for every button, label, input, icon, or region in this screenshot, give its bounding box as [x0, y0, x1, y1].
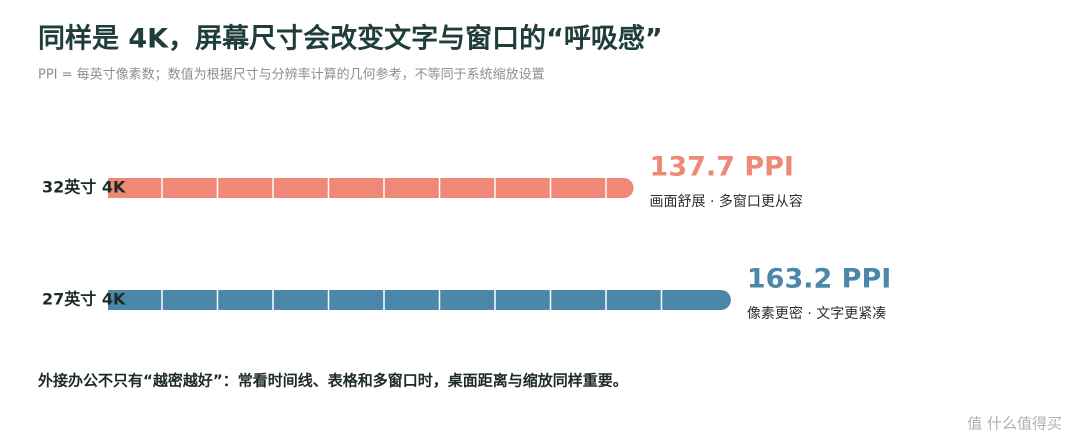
- bar-note: 画面舒展 · 多窗口更从容: [650, 193, 803, 210]
- category-label: 32英寸 4K: [42, 178, 126, 197]
- watermark: 值 什么值得买: [967, 415, 1062, 433]
- chart-subtitle: PPI = 每英寸像素数；数值为根据尺寸与分辨率计算的几何参考，不等同于系统缩放…: [38, 67, 545, 83]
- bar: [108, 178, 634, 199]
- value-label: 137.7 PPI: [650, 152, 794, 183]
- footnote: 外接办公不只有“越密越好”：常看时间线、表格和多窗口时，桌面距离与缩放同样重要。: [37, 372, 628, 390]
- category-label: 27英寸 4K: [42, 290, 126, 309]
- bar-note: 像素更密 · 文字更紧凑: [747, 305, 886, 322]
- value-label: 163.2 PPI: [747, 264, 891, 295]
- bar: [108, 290, 731, 310]
- chart-title: 同样是 4K，屏幕尺寸会改变文字与窗口的“呼吸感”: [38, 23, 663, 55]
